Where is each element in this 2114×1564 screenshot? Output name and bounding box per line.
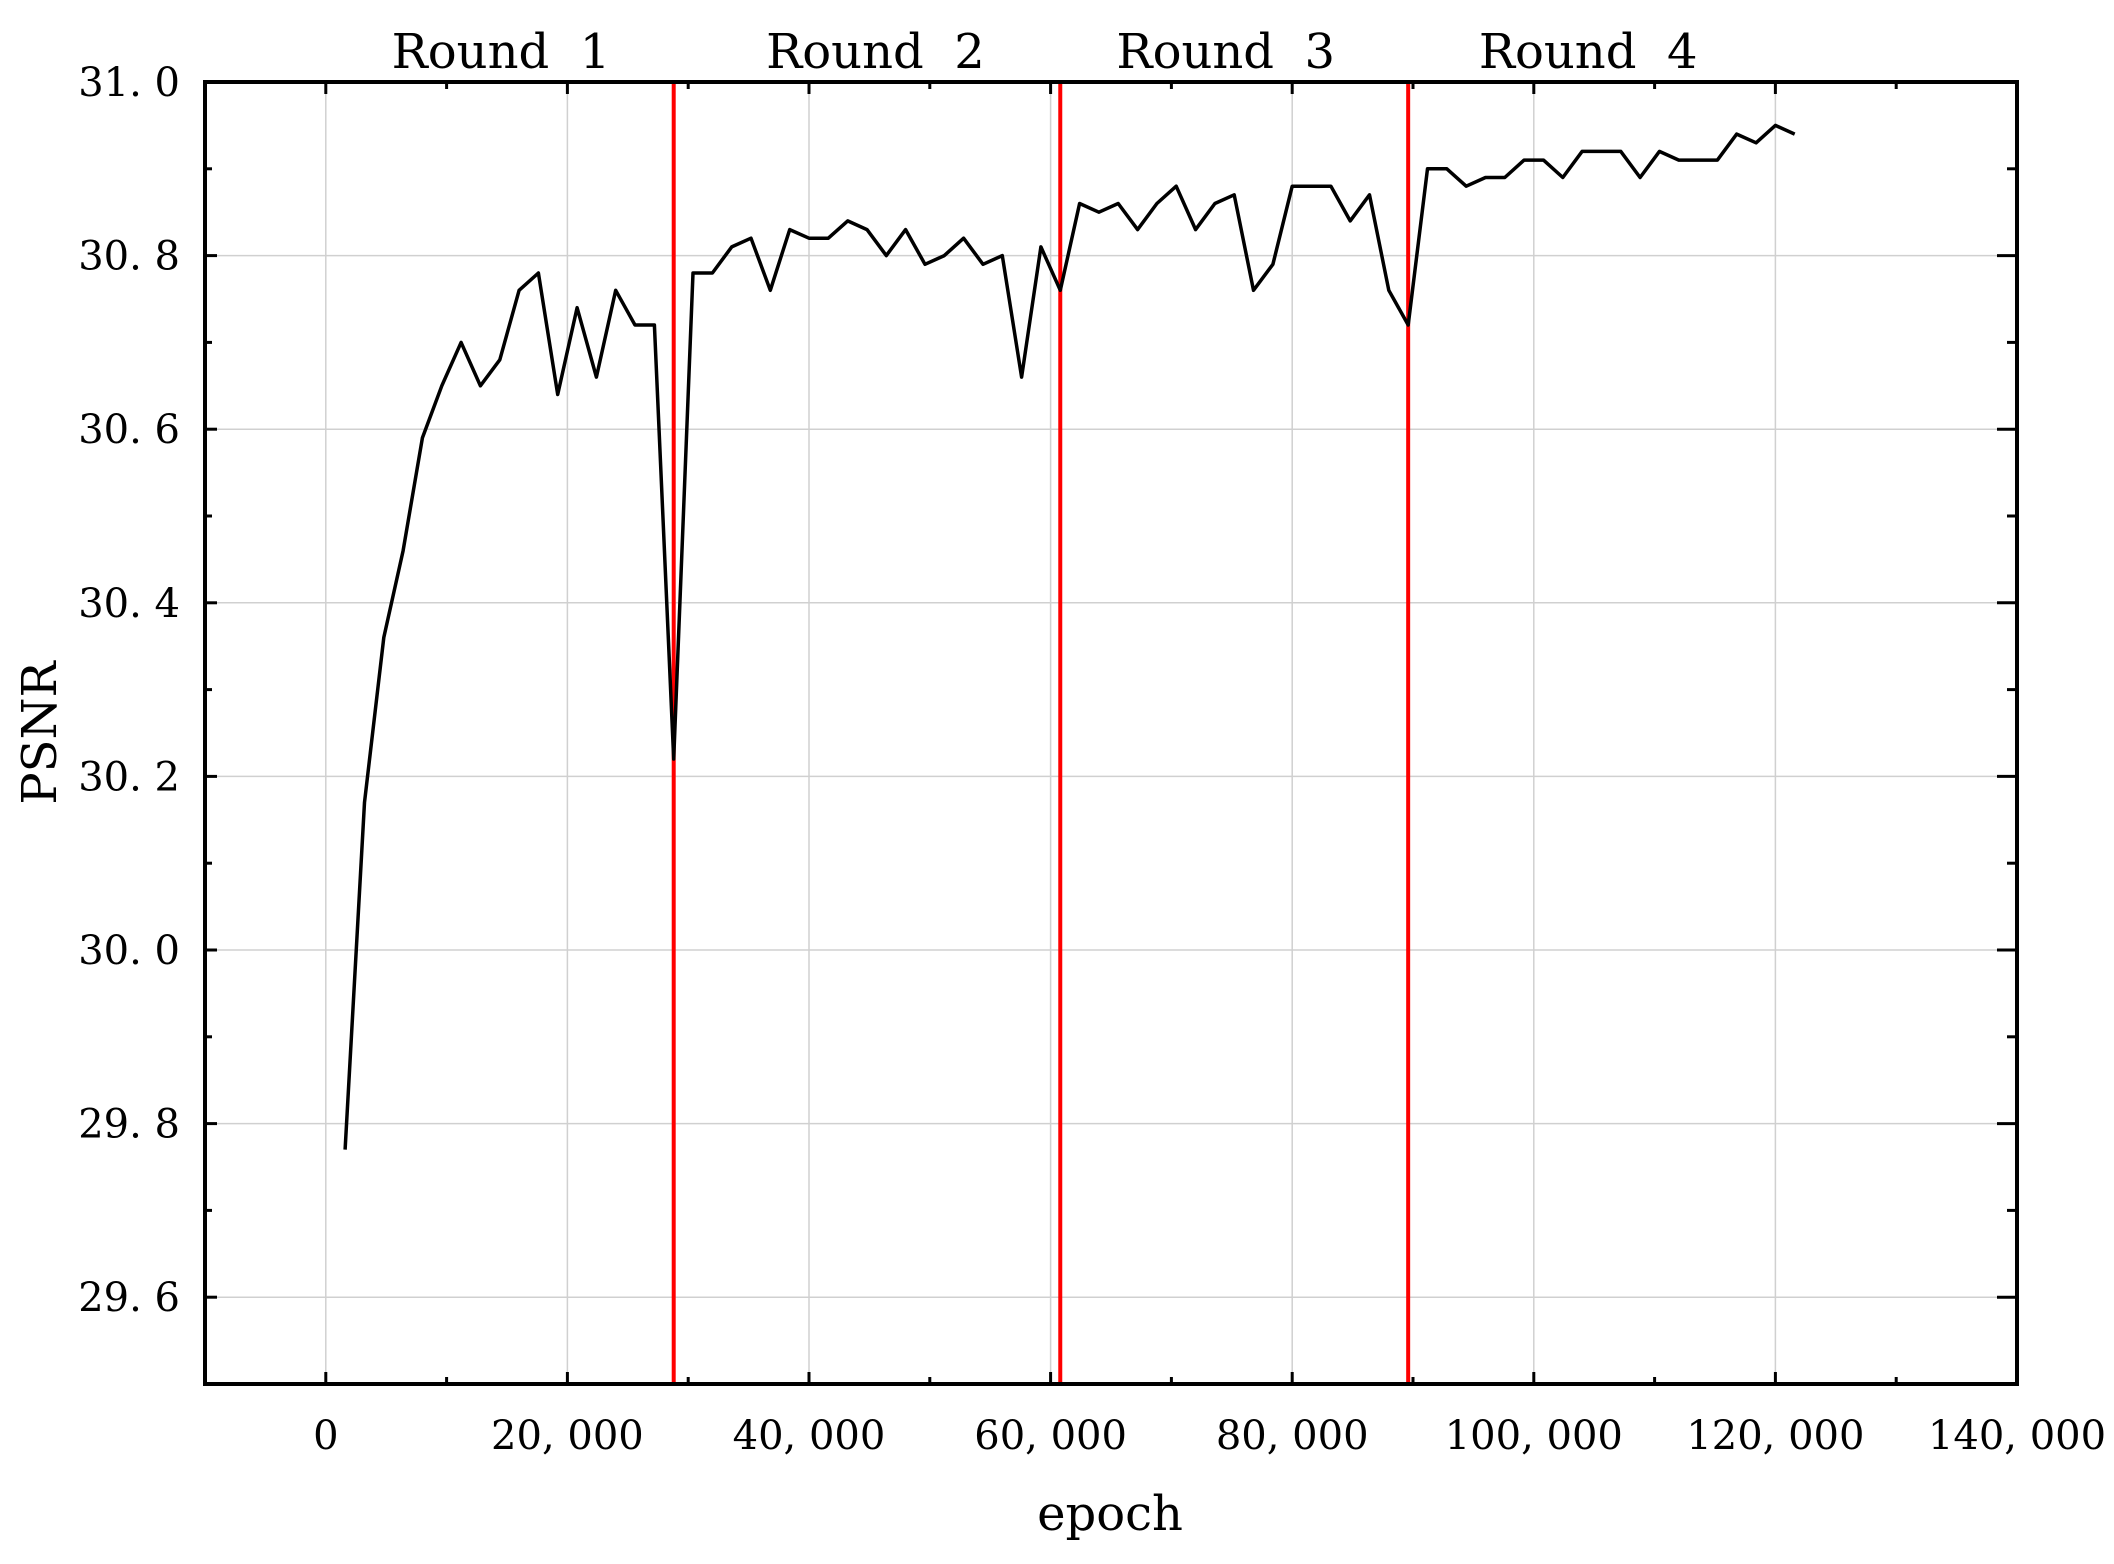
y-axis-title: PSNR (12, 659, 68, 804)
y-tick-label: 31. 0 (78, 60, 180, 106)
x-tick-label: 60, 000 (974, 1413, 1127, 1459)
round-label: Round 4 (1479, 24, 1698, 80)
y-tick-label: 30. 0 (78, 928, 180, 974)
y-tick-label: 30. 4 (78, 581, 180, 627)
y-tick-labels: 29. 6 29. 8 30. 0 30. 2 30. 4 30. 6 30. 8 31. 0 (78, 60, 180, 1321)
round-dividers (671, 82, 1411, 1384)
x-tick-labels: 0 20, 000 40, 000 60, 000 80, 000 100, 000 120… (313, 1413, 2106, 1459)
series-layer (343, 123, 1796, 1150)
x-tick-label: 80, 000 (1216, 1413, 1369, 1459)
x-tick-label: 100, 000 (1445, 1413, 1623, 1459)
y-tick-label: 29. 6 (78, 1275, 180, 1321)
y-tick-label: 29. 8 (78, 1102, 180, 1148)
round-labels: Round 1 Round 2 Round 3 Round 4 (392, 24, 1698, 80)
y-tick-label: 30. 2 (78, 754, 180, 800)
x-tick-label: 140, 000 (1928, 1413, 2106, 1459)
round-label: Round 1 (392, 24, 611, 80)
y-tick-label: 30. 6 (78, 407, 180, 453)
x-tick-label: 120, 000 (1686, 1413, 1864, 1459)
x-tick-label: 0 (313, 1413, 338, 1459)
gridlines (205, 81, 2018, 1384)
round-label: Round 3 (1116, 24, 1335, 80)
y-tick-label: 30. 8 (78, 234, 180, 280)
psnr-series-line (343, 123, 1796, 1150)
plot-frame (203, 80, 2019, 1386)
axis-ticks (205, 80, 2019, 1386)
round-label: Round 2 (766, 24, 985, 80)
x-tick-label: 20, 000 (491, 1413, 644, 1459)
x-tick-label: 40, 000 (733, 1413, 886, 1459)
x-axis-title: epoch (1037, 1486, 1183, 1542)
